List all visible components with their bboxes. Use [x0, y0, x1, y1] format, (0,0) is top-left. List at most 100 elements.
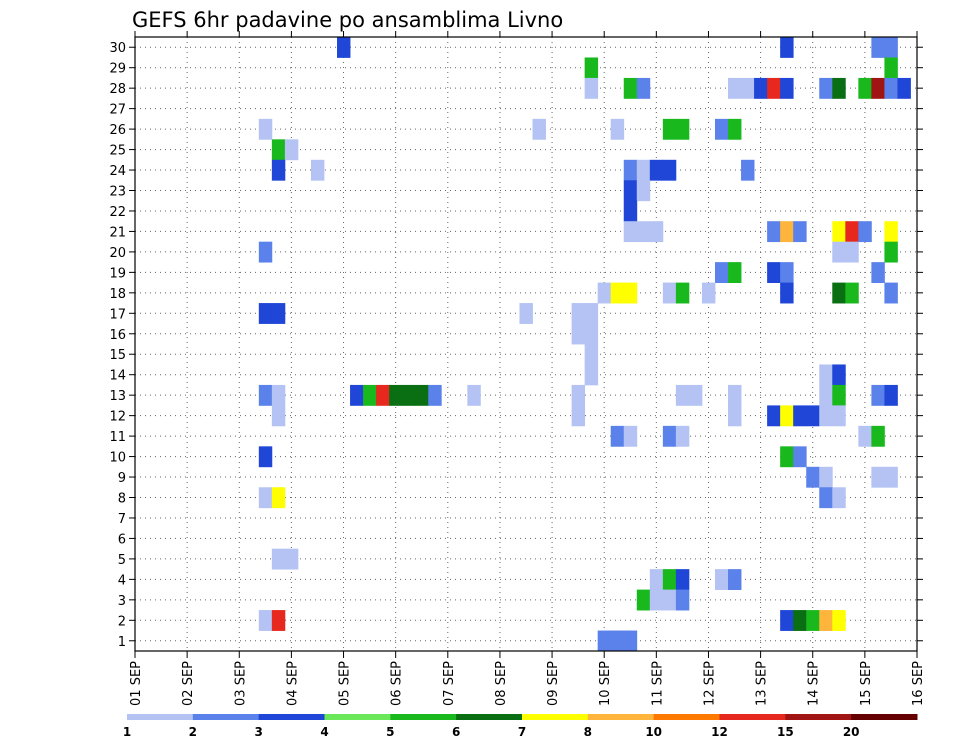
- precipitation-cell: [858, 221, 872, 243]
- precipitation-cell: [832, 77, 846, 99]
- precipitation-cell: [832, 384, 846, 406]
- precipitation-cell: [519, 303, 533, 324]
- precipitation-cell: [584, 344, 599, 365]
- precipitation-cell: [623, 200, 638, 222]
- precipitation-cell: [819, 487, 833, 509]
- colorbar-label: 2: [189, 725, 197, 739]
- precipitation-cell: [271, 159, 286, 181]
- precipitation-cell: [806, 405, 820, 427]
- colorbar-label: 12: [711, 725, 728, 739]
- precipitation-cell: [675, 384, 690, 406]
- y-tick-label: 27: [109, 103, 126, 118]
- precipitation-cell: [584, 364, 599, 386]
- y-tick-label: 8: [118, 492, 126, 507]
- precipitation-cell: [858, 77, 872, 99]
- precipitation-cell: [884, 282, 898, 304]
- precipitation-cell: [728, 569, 742, 590]
- colorbar-swatch: [127, 714, 194, 720]
- precipitation-cell: [793, 221, 807, 243]
- precipitation-cell: [793, 446, 807, 468]
- y-tick-label: 13: [109, 389, 126, 404]
- colorbar-swatch: [390, 714, 457, 720]
- precipitation-cell: [832, 282, 846, 304]
- x-tick-label: 04 SEP: [285, 661, 300, 706]
- precipitation-cell: [714, 118, 729, 140]
- y-tick-label: 4: [118, 573, 126, 588]
- x-tick-label: 06 SEP: [390, 661, 405, 706]
- colorbar-label: 4: [320, 725, 328, 739]
- colorbar-swatch: [192, 714, 260, 720]
- precipitation-cell: [258, 303, 273, 324]
- precipitation-cell: [636, 221, 651, 243]
- precipitation-cell: [832, 241, 846, 263]
- precipitation-cell: [415, 384, 429, 406]
- y-tick-label: 11: [109, 430, 126, 445]
- precipitation-cell: [623, 221, 638, 243]
- y-tick-label: 5: [118, 553, 126, 568]
- y-tick-label: 15: [109, 348, 126, 363]
- precipitation-cell: [584, 57, 599, 79]
- precipitation-cell: [780, 37, 794, 58]
- precipitation-cell: [832, 610, 846, 631]
- precipitation-cell: [832, 364, 846, 386]
- precipitation-cell: [623, 282, 638, 304]
- precipitation-cell: [845, 282, 859, 304]
- precipitation-cell: [884, 241, 898, 263]
- precipitation-cell: [363, 384, 377, 406]
- colorbar-swatch: [785, 714, 852, 720]
- x-tick-label: 02 SEP: [181, 661, 196, 706]
- x-tick-label: 11 SEP: [650, 661, 665, 706]
- y-tick-label: 2: [118, 614, 126, 629]
- precipitation-cell: [532, 118, 546, 140]
- precipitation-cell: [832, 405, 846, 427]
- precipitation-cell: [284, 139, 299, 161]
- x-tick-label: 05 SEP: [338, 661, 353, 706]
- grid-lines: [135, 37, 917, 651]
- precipitation-cell: [675, 569, 690, 590]
- precipitation-cell: [623, 425, 638, 447]
- colorbar-label: 5: [386, 725, 394, 739]
- colorbar-label: 20: [843, 725, 860, 739]
- colorbar-label: 7: [518, 725, 526, 739]
- precipitation-cell: [610, 118, 625, 140]
- precipitation-cell: [258, 384, 273, 406]
- precipitation-cell: [675, 425, 690, 447]
- precipitation-cell: [728, 405, 742, 427]
- y-tick-label: 17: [109, 307, 126, 322]
- colorbar-label: 10: [645, 725, 662, 739]
- precipitation-cell: [806, 466, 820, 488]
- precipitation-cell: [623, 180, 638, 202]
- precipitation-cells: [258, 37, 911, 652]
- precipitation-cell: [793, 610, 807, 631]
- precipitation-cell: [675, 589, 690, 611]
- precipitation-cell: [819, 405, 833, 427]
- precipitation-cell: [337, 37, 351, 58]
- y-tick-label: 7: [118, 512, 126, 527]
- precipitation-cell: [793, 405, 807, 427]
- precipitation-cell: [662, 159, 677, 181]
- precipitation-cell: [662, 589, 677, 611]
- precipitation-cell: [636, 77, 651, 99]
- y-tick-label: 25: [109, 144, 126, 159]
- precipitation-cell: [258, 118, 273, 140]
- precipitation-cell: [767, 77, 781, 99]
- precipitation-cell: [780, 77, 794, 99]
- precipitation-cell: [819, 610, 833, 631]
- precipitation-cell: [741, 159, 755, 181]
- precipitation-cell: [662, 569, 677, 590]
- y-tick-label: 28: [109, 82, 126, 97]
- colorbar-label: 15: [777, 725, 794, 739]
- precipitation-cell: [780, 282, 794, 304]
- precipitation-cell: [819, 364, 833, 386]
- x-tick-label: 09 SEP: [546, 661, 561, 706]
- precipitation-cell: [636, 180, 651, 202]
- precipitation-cell: [271, 303, 286, 324]
- y-tick-label: 14: [109, 369, 126, 384]
- precipitation-cell: [728, 77, 742, 99]
- precipitation-cell: [623, 630, 638, 652]
- precipitation-cell: [884, 466, 898, 488]
- y-tick-label: 22: [109, 205, 126, 220]
- precipitation-cell: [428, 384, 442, 406]
- precipitation-cell: [623, 159, 638, 181]
- precipitation-cell: [806, 610, 820, 631]
